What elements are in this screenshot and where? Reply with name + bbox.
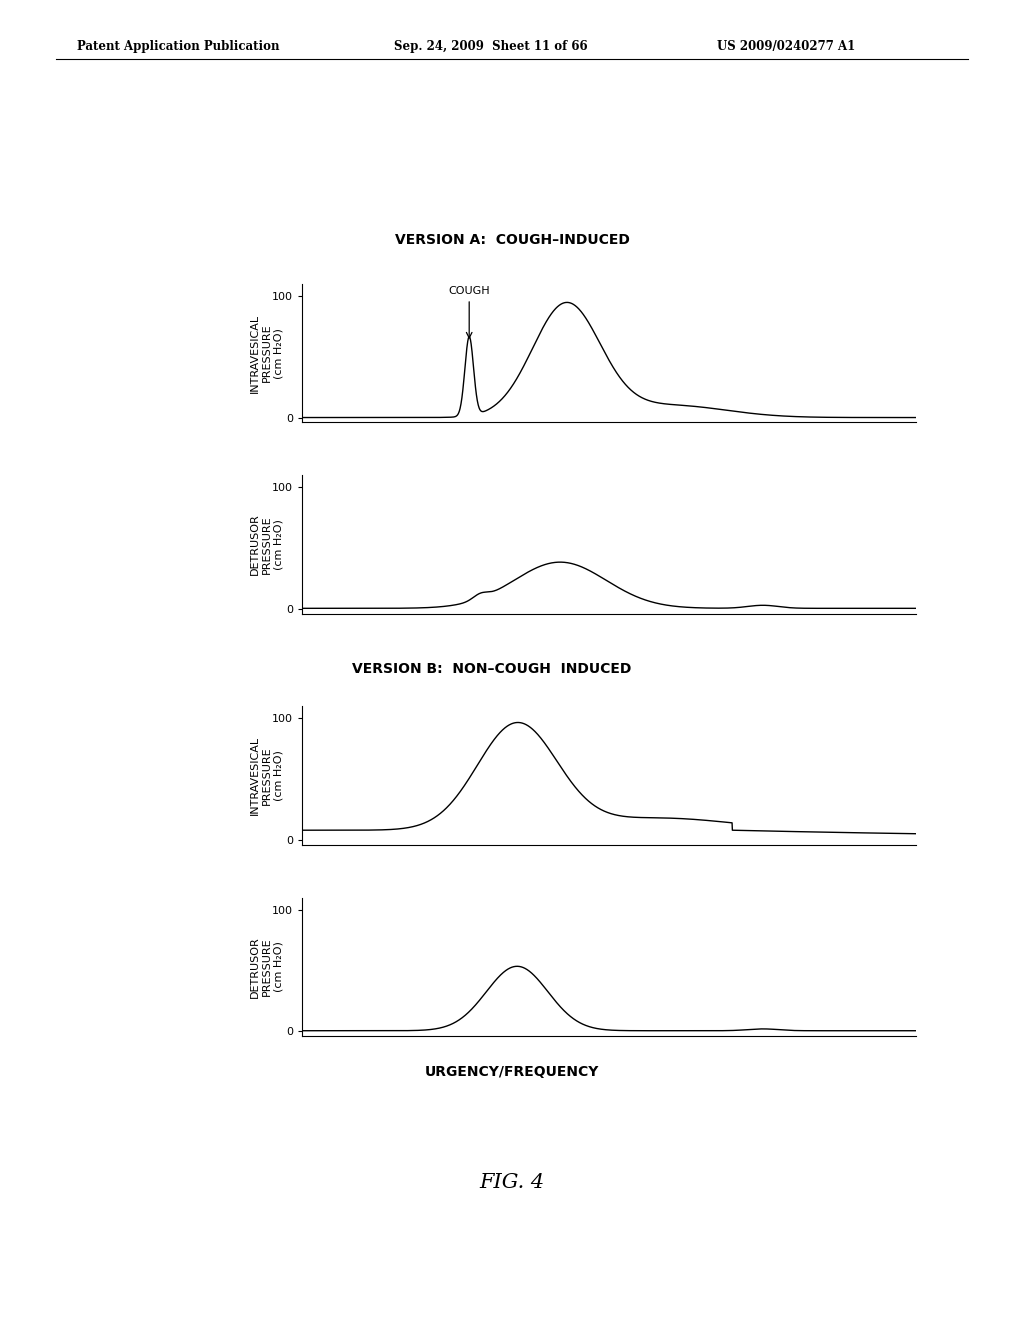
Text: COUGH: COUGH <box>449 286 490 338</box>
Text: FIG. 4: FIG. 4 <box>479 1173 545 1192</box>
Text: US 2009/0240277 A1: US 2009/0240277 A1 <box>717 40 855 53</box>
Text: URGENCY/FREQUENCY: URGENCY/FREQUENCY <box>425 1065 599 1078</box>
Text: VERSION B:  NON–COUGH  INDUCED: VERSION B: NON–COUGH INDUCED <box>352 663 631 676</box>
Y-axis label: INTRAVESICAL
PRESSURE
(cm H₂O): INTRAVESICAL PRESSURE (cm H₂O) <box>250 314 283 392</box>
Text: Sep. 24, 2009  Sheet 11 of 66: Sep. 24, 2009 Sheet 11 of 66 <box>394 40 588 53</box>
Text: VERSION A:  COUGH–INDUCED: VERSION A: COUGH–INDUCED <box>394 234 630 247</box>
Text: Patent Application Publication: Patent Application Publication <box>77 40 280 53</box>
Y-axis label: INTRAVESICAL
PRESSURE
(cm H₂O): INTRAVESICAL PRESSURE (cm H₂O) <box>250 737 283 814</box>
Y-axis label: DETRUSOR
PRESSURE
(cm H₂O): DETRUSOR PRESSURE (cm H₂O) <box>250 936 283 998</box>
Y-axis label: DETRUSOR
PRESSURE
(cm H₂O): DETRUSOR PRESSURE (cm H₂O) <box>250 513 283 576</box>
